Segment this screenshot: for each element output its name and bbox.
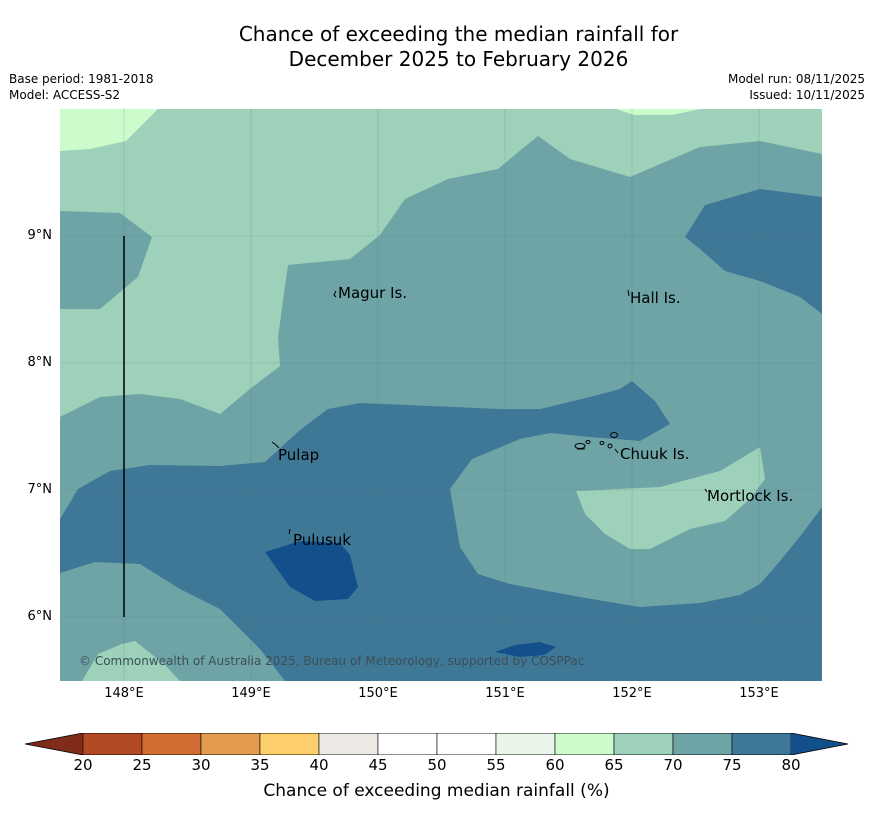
zone-65-70-mortlock: [576, 447, 765, 549]
colorbar-tick-80: 80: [781, 756, 801, 774]
label-hall: Hall Is.: [630, 289, 681, 307]
zone-65-70-north: [60, 109, 822, 417]
zone-60-65-north: [616, 109, 700, 115]
meta-right: Model run: 08/11/2025 Issued: 10/11/2025: [728, 71, 865, 103]
colorbar-segment-30-35: [200, 733, 261, 755]
lon-label-150e: 150°E: [358, 686, 398, 701]
colorbar-segment-60-65: [554, 733, 615, 755]
colorbar-tick-60: 60: [545, 756, 565, 774]
colorbar-segment-45-50: [377, 733, 438, 755]
colorbar-tick-65: 65: [604, 756, 624, 774]
colorbar-segment-65-70: [613, 733, 674, 755]
lon-label-152e: 152°E: [612, 686, 652, 701]
zone-60-65-nw: [60, 109, 158, 151]
zone-75-80-south: [60, 381, 822, 681]
lat-label-7n: 7°N: [27, 482, 53, 497]
colorbar-tick-45: 45: [368, 756, 388, 774]
label-chuuk: Chuuk Is.: [620, 445, 689, 463]
issued-date: Issued: 10/11/2025: [749, 88, 865, 102]
map-area: Magur Is. Hall Is. Pulap Chuuk Is. Mortl…: [60, 109, 822, 681]
magur-island-mark: [333, 290, 337, 298]
copyright-notice: © Commonwealth of Australia 2025, Bureau…: [79, 654, 584, 668]
zone-80-pulusuk: [265, 541, 358, 601]
colorbar-segment-40-45: [318, 733, 379, 755]
zone-65-70-sw: [82, 641, 180, 681]
colorbar-tick-55: 55: [486, 756, 506, 774]
lat-label-8n: 8°N: [27, 355, 53, 370]
colorbar: [25, 733, 849, 755]
label-mortlock: Mortlock Is.: [707, 487, 793, 505]
pulap-island-mark: [271, 441, 280, 449]
colorbar-extend-low: [25, 733, 83, 755]
zone-75-80-ne: [685, 189, 822, 314]
colorbar-segment-75-80: [731, 733, 792, 755]
colorbar-tick-30: 30: [191, 756, 211, 774]
colorbar-tick-50: 50: [427, 756, 447, 774]
title-line-2: December 2025 to February 2026: [288, 47, 629, 71]
colorbar-segment-50-55: [436, 733, 497, 755]
colorbar-tick-75: 75: [722, 756, 742, 774]
lat-label-9n: 9°N: [27, 228, 53, 243]
hall-island-mark: [627, 289, 630, 297]
colorbar-tick-35: 35: [250, 756, 270, 774]
model-name: Model: ACCESS-S2: [9, 88, 121, 102]
model-run: Model run: 08/11/2025: [727, 72, 865, 86]
zone-80-south: [495, 642, 556, 657]
colorbar-extend-high: [791, 733, 848, 755]
island-marks: [271, 289, 708, 535]
colorbar-segment-35-40: [259, 733, 320, 755]
lat-label-6n: 6°N: [27, 609, 53, 624]
lon-label-153e: 153°E: [739, 686, 779, 701]
colorbar-tick-40: 40: [309, 756, 329, 774]
colorbar-segment-25-30: [141, 733, 202, 755]
colorbar-segment-70-75: [672, 733, 733, 755]
title-line-1: Chance of exceeding the median rainfall …: [238, 22, 679, 46]
colorbar-tick-25: 25: [132, 756, 152, 774]
chuuk-islands-mark: [574, 432, 619, 454]
colorbar-segment-20-25: [82, 733, 143, 755]
label-magur: Magur Is.: [338, 284, 407, 302]
graticule: [60, 109, 822, 681]
map-title: Chance of exceeding the median rainfall …: [0, 22, 873, 72]
lon-label-148e: 148°E: [104, 686, 144, 701]
label-pulusuk: Pulusuk: [293, 531, 351, 549]
base-period: Base period: 1981-2018: [9, 72, 154, 86]
lon-label-151e: 151°E: [485, 686, 525, 701]
meta-left: Base period: 1981-2018 Model: ACCESS-S2: [9, 71, 154, 103]
colorbar-tick-20: 20: [73, 756, 93, 774]
colorbar-segment-55-60: [495, 733, 556, 755]
label-pulap: Pulap: [278, 446, 319, 464]
colorbar-label: Chance of exceeding median rainfall (%): [263, 781, 610, 801]
pulusuk-island-mark: [288, 528, 291, 535]
lon-label-149e: 149°E: [231, 686, 271, 701]
colorbar-outline: [25, 733, 849, 755]
mortlock-island-mark: [704, 488, 708, 493]
colorbar-tick-70: 70: [663, 756, 683, 774]
